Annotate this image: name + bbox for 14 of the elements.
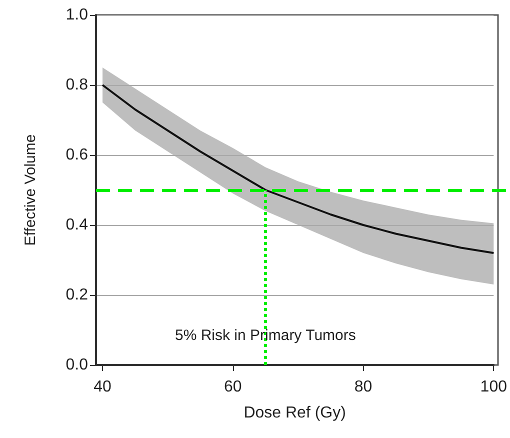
y-tick-label: 0.4 xyxy=(66,216,88,234)
line-series xyxy=(102,84,495,254)
x-tick-label: 80 xyxy=(354,378,372,396)
y-tick-label: 0.8 xyxy=(66,76,88,94)
x-tick-label: 100 xyxy=(480,378,508,396)
y-tick-label: 0.0 xyxy=(66,356,88,374)
y-axis-title: Effective Volume xyxy=(22,134,39,246)
x-axis-title: Dose Ref (Gy) xyxy=(244,404,346,422)
y-tick-label: 1.0 xyxy=(66,6,88,24)
annotation: 5% Risk in Primary Tumors xyxy=(175,327,356,344)
y-tick-label: 0.2 xyxy=(66,286,88,304)
y-tick-label: 0.6 xyxy=(66,146,88,164)
x-tick-label: 60 xyxy=(224,378,242,396)
x-tick-label: 40 xyxy=(94,378,112,396)
